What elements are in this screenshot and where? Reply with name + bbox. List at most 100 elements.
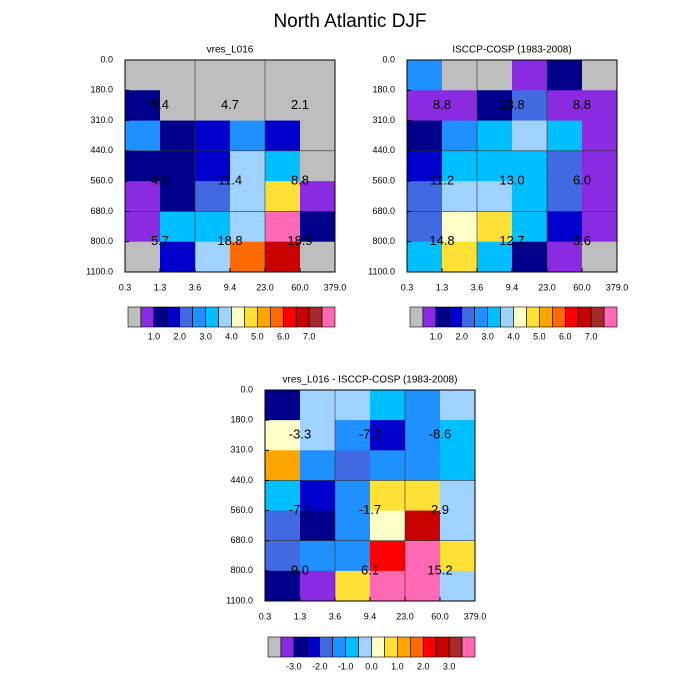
y-tick-label: 1100.0 [368, 266, 395, 276]
colorbar-box [422, 306, 437, 328]
y-tick-label: 180.0 [90, 85, 113, 95]
colorbar-box [371, 636, 385, 658]
cell [265, 390, 301, 421]
x-tick-label: 1.3 [154, 282, 167, 292]
colorbar-label: 6.0 [277, 331, 290, 341]
cell [405, 510, 441, 542]
cell [512, 90, 548, 122]
cell [370, 540, 406, 572]
cell [335, 540, 371, 572]
colorbar-box [577, 306, 592, 328]
cell [547, 120, 583, 152]
cell [477, 120, 513, 152]
summary-label: 18.9 [287, 233, 312, 248]
cell [440, 420, 476, 451]
cell [582, 181, 618, 212]
summary-label: 8.8 [433, 97, 451, 112]
cell [300, 241, 336, 273]
cell [160, 120, 196, 152]
cell [477, 241, 513, 273]
cell [265, 60, 301, 91]
colorbar-box [409, 306, 424, 328]
cell [335, 450, 371, 481]
y-tick-label: 1100.0 [226, 595, 253, 605]
cell [370, 450, 406, 481]
colorbar-box [218, 306, 232, 328]
cell [230, 120, 266, 152]
colorbar-box [397, 636, 411, 658]
cell [265, 480, 301, 512]
colorbar-box [205, 306, 219, 328]
x-tick-label: 9.4 [506, 282, 519, 292]
y-tick-label: 310.0 [90, 115, 113, 125]
colorbar-box [295, 306, 310, 328]
cell [195, 241, 231, 273]
colorbar-box [127, 306, 142, 328]
colorbar-box [358, 636, 372, 658]
colorbar-box [166, 306, 181, 328]
y-tick-label: 560.0 [90, 176, 113, 186]
cell [300, 181, 336, 212]
colorbar-box [244, 306, 258, 328]
cell [125, 120, 161, 152]
summary-label: -7.2 [359, 427, 381, 442]
x-tick-label: 3.6 [189, 282, 202, 292]
cell [335, 480, 371, 512]
summary-label: 3.6 [573, 233, 591, 248]
cell [230, 211, 266, 243]
summary-label: 13.8 [499, 97, 524, 112]
colorbar-label: 1.0 [391, 661, 404, 671]
panel-title: ISCCP-COSP (1983-2008) [452, 45, 571, 56]
summary-label: 6.0 [573, 173, 591, 188]
y-tick-label: 440.0 [372, 145, 395, 155]
summary-label: 18.8 [217, 233, 242, 248]
colorbar-label: 6.0 [559, 331, 572, 341]
cell [582, 60, 618, 91]
cell [125, 90, 161, 122]
cell [265, 90, 301, 122]
summary-label: 4.0 [151, 173, 169, 188]
cell [442, 60, 478, 91]
summary-label: 12.7 [499, 233, 524, 248]
x-tick-label: 1.3 [294, 611, 307, 621]
colorbar-box [321, 306, 336, 328]
cell [300, 480, 336, 512]
colorbar-label: 2.0 [455, 331, 468, 341]
cell [160, 181, 196, 212]
x-tick-label: 0.3 [259, 611, 272, 621]
cell [265, 510, 301, 542]
cell [300, 420, 336, 451]
colorbar-box [448, 636, 463, 658]
cell [230, 181, 266, 212]
cell [125, 241, 161, 273]
cell [582, 241, 618, 273]
cell [335, 420, 371, 451]
x-tick-label: 379.0 [464, 611, 487, 621]
panel-title: vres_L016 [207, 45, 254, 56]
cell [300, 510, 336, 542]
colorbar-label: 4.0 [507, 331, 520, 341]
cell [440, 390, 476, 421]
summary-label: 5.7 [151, 233, 169, 248]
cell [405, 540, 441, 572]
cell [265, 181, 301, 212]
x-tick-label: 23.0 [538, 282, 556, 292]
colorbar-box [257, 306, 271, 328]
cell [160, 150, 196, 182]
colorbar-label: 5.0 [251, 331, 264, 341]
summary-label: -8.6 [429, 427, 451, 442]
cell [582, 120, 618, 152]
colorbar-box [552, 306, 566, 328]
cell [442, 181, 478, 212]
colorbar-box [280, 636, 295, 658]
cell [335, 570, 371, 602]
cell [195, 60, 231, 91]
cell [512, 120, 548, 152]
y-tick-label: 440.0 [90, 145, 113, 155]
colorbar-label: -1.0 [338, 661, 354, 671]
y-tick-label: 0.0 [240, 384, 253, 394]
cell [300, 90, 336, 122]
colorbar-label: 3.0 [481, 331, 494, 341]
summary-label: 15.2 [427, 562, 452, 577]
cell [300, 60, 336, 91]
